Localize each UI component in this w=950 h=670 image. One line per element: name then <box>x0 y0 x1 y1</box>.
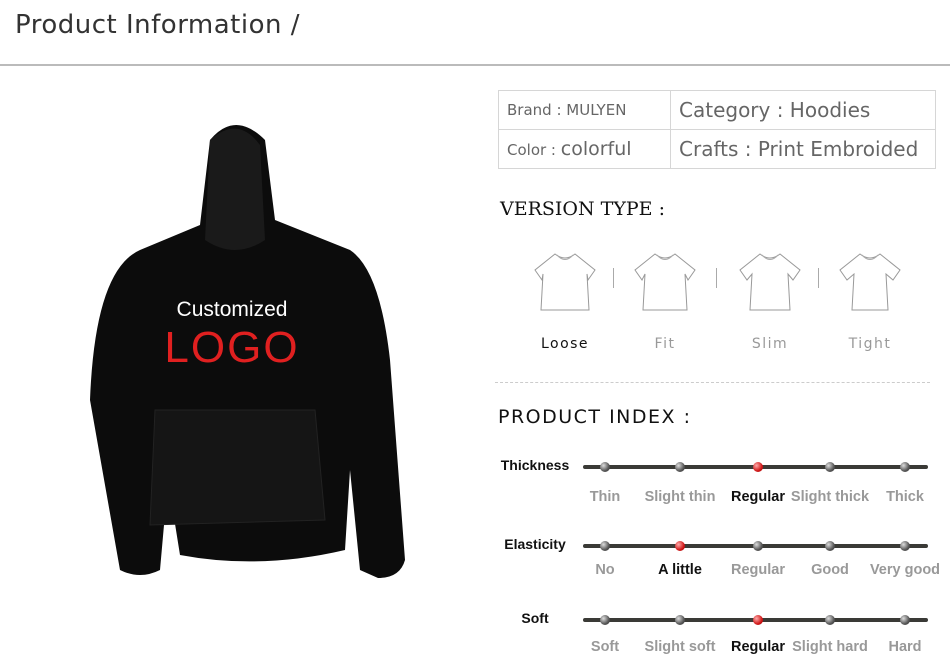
index-option: Regular <box>731 562 785 578</box>
index-option: Thick <box>886 489 924 505</box>
index-label-thickness: Thickness <box>500 457 570 473</box>
index-option: Slight hard <box>792 639 868 655</box>
slider-dot[interactable] <box>675 615 685 625</box>
product-index-title: PRODUCT INDEX : <box>498 406 692 428</box>
separator <box>613 268 614 288</box>
slider-dot[interactable] <box>825 615 835 625</box>
index-option: Slight thick <box>790 489 870 505</box>
category-cell: Category : Hoodies <box>670 90 936 130</box>
slider-dot[interactable] <box>900 541 910 551</box>
crafts-cell: Crafts : Print Embroided <box>670 129 936 169</box>
shirt-icon-slim <box>739 253 801 311</box>
slider-dot[interactable] <box>753 541 763 551</box>
index-option: Slight thin <box>644 489 716 505</box>
slider-dot[interactable] <box>600 541 610 551</box>
version-option-fit[interactable]: Fit <box>654 336 676 352</box>
slider-dot[interactable] <box>900 615 910 625</box>
divider <box>0 64 950 66</box>
index-option: Slight soft <box>644 639 716 655</box>
slider-dot[interactable] <box>825 462 835 472</box>
page-title: Product Information / <box>15 10 301 40</box>
hoodie-image <box>90 125 405 578</box>
index-option: Hard <box>888 639 922 655</box>
color-cell: Color : colorful <box>498 129 671 169</box>
dashed-divider <box>495 382 930 383</box>
color-label: Color : <box>507 141 561 159</box>
separator <box>715 268 717 288</box>
slider-dot[interactable] <box>600 462 610 472</box>
index-label-elasticity: Elasticity <box>504 536 566 552</box>
index-option: Regular <box>731 639 785 655</box>
slider-dot[interactable] <box>900 462 910 472</box>
index-option: Good <box>811 562 849 578</box>
index-option: Soft <box>590 639 620 655</box>
slider-dot[interactable] <box>825 541 835 551</box>
color-value: colorful <box>560 138 632 160</box>
version-option-tight[interactable]: Tight <box>848 336 892 352</box>
logo-caption: Customized <box>176 298 288 321</box>
separator <box>818 268 819 288</box>
index-label-soft: Soft <box>521 610 549 626</box>
logo-text: LOGO <box>164 323 300 372</box>
spec-table: Brand : MULYEN Category : Hoodies Color :… <box>498 90 936 169</box>
version-option-slim[interactable]: Slim <box>751 336 789 352</box>
shirt-icon-fit <box>634 253 696 311</box>
slider-dot[interactable] <box>675 462 685 472</box>
brand-cell: Brand : MULYEN <box>498 90 671 130</box>
index-option: Very good <box>869 562 941 578</box>
shirt-icon-loose <box>534 253 596 311</box>
index-option: No <box>595 562 615 578</box>
slider-dot[interactable] <box>675 541 685 551</box>
shirt-icon-tight <box>839 253 901 311</box>
version-type-title: VERSION TYPE : <box>500 198 665 220</box>
version-option-loose[interactable]: Loose <box>540 336 590 352</box>
index-option: Regular <box>731 489 785 505</box>
slider-dot[interactable] <box>753 615 763 625</box>
slider-dot[interactable] <box>600 615 610 625</box>
index-option: Thin <box>589 489 621 505</box>
slider-dot[interactable] <box>753 462 763 472</box>
index-option: A little <box>658 562 702 578</box>
